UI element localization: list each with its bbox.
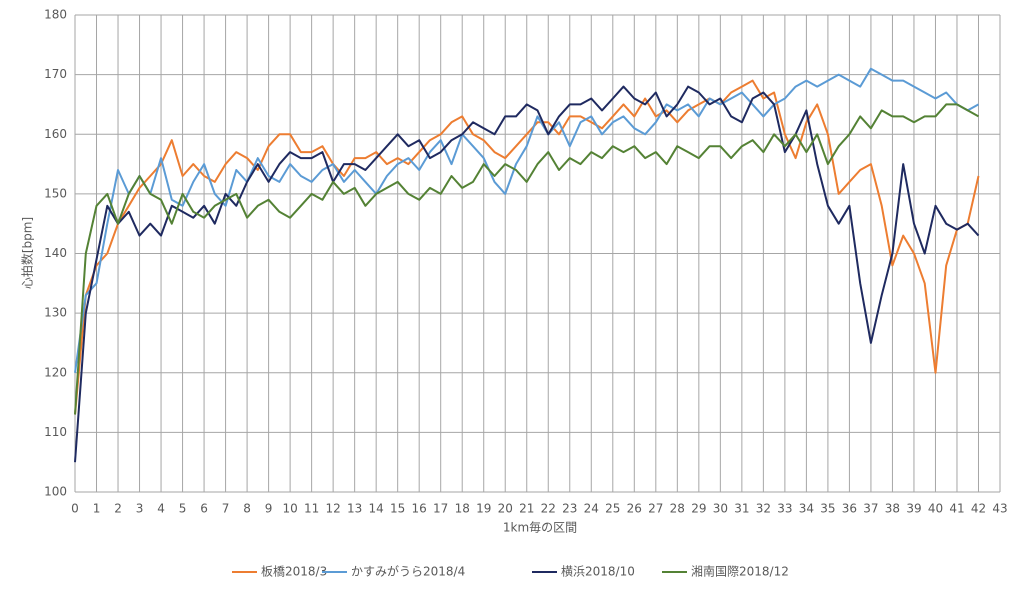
y-tick-label: 110 — [44, 425, 67, 439]
y-tick-label: 170 — [44, 67, 67, 81]
x-tick-label: 41 — [949, 502, 964, 516]
x-tick-label: 0 — [71, 502, 79, 516]
x-tick-label: 5 — [179, 502, 187, 516]
x-tick-label: 27 — [648, 502, 663, 516]
x-tick-label: 23 — [562, 502, 577, 516]
series-line — [74, 103, 979, 415]
x-tick-label: 15 — [390, 502, 405, 516]
x-tick-label: 19 — [476, 502, 491, 516]
x-tick-label: 24 — [584, 502, 599, 516]
x-tick-label: 31 — [734, 502, 749, 516]
x-tick-label: 33 — [777, 502, 792, 516]
series-line — [74, 67, 979, 373]
x-tick-label: 4 — [157, 502, 165, 516]
y-tick-label: 120 — [44, 365, 67, 379]
x-tick-label: 3 — [136, 502, 144, 516]
y-tick-label: 160 — [44, 127, 67, 141]
y-tick-label: 180 — [44, 8, 67, 22]
x-tick-label: 20 — [498, 502, 513, 516]
x-tick-label: 30 — [713, 502, 728, 516]
x-tick-label: 8 — [243, 502, 251, 516]
x-tick-label: 36 — [842, 502, 857, 516]
x-tick-label: 18 — [455, 502, 470, 516]
x-tick-label: 6 — [200, 502, 208, 516]
x-axis-title: 1km毎の区間 — [503, 520, 577, 535]
legend-label: 横浜2018/10 — [561, 565, 635, 579]
y-tick-label: 130 — [44, 306, 67, 320]
x-tick-label: 38 — [885, 502, 900, 516]
x-tick-label: 16 — [412, 502, 427, 516]
x-tick-label: 29 — [691, 502, 706, 516]
x-tick-label: 12 — [325, 502, 340, 516]
x-tick-label: 25 — [605, 502, 620, 516]
y-tick-label: 100 — [44, 485, 67, 499]
x-tick-label: 17 — [433, 502, 448, 516]
x-tick-label: 37 — [863, 502, 878, 516]
x-tick-label: 22 — [541, 502, 556, 516]
x-tick-label: 34 — [799, 502, 814, 516]
y-axis-title: 心拍数[bpm] — [20, 217, 35, 289]
legend-label: かすみがうら2018/4 — [351, 564, 465, 579]
x-tick-label: 26 — [627, 502, 642, 516]
x-tick-label: 32 — [756, 502, 771, 516]
x-tick-label: 40 — [928, 502, 943, 516]
y-tick-label: 150 — [44, 186, 67, 200]
x-tick-label: 7 — [222, 502, 230, 516]
x-tick-label: 39 — [906, 502, 921, 516]
x-tick-label: 1 — [93, 502, 101, 516]
x-tick-label: 9 — [265, 502, 273, 516]
x-tick-label: 42 — [971, 502, 986, 516]
x-tick-label: 10 — [282, 502, 297, 516]
y-tick-label: 140 — [44, 246, 67, 260]
x-tick-label: 2 — [114, 502, 122, 516]
x-tick-label: 14 — [369, 502, 384, 516]
series-line — [74, 85, 980, 463]
x-tick-label: 11 — [304, 502, 319, 516]
x-tick-label: 43 — [992, 502, 1007, 516]
x-tick-label: 35 — [820, 502, 835, 516]
legend-label: 湘南国際2018/12 — [691, 564, 789, 579]
legend-label: 板橋2018/3 — [261, 565, 327, 579]
x-tick-label: 28 — [670, 502, 685, 516]
x-tick-label: 21 — [519, 502, 534, 516]
x-tick-label: 13 — [347, 502, 362, 516]
series-line — [74, 79, 980, 415]
